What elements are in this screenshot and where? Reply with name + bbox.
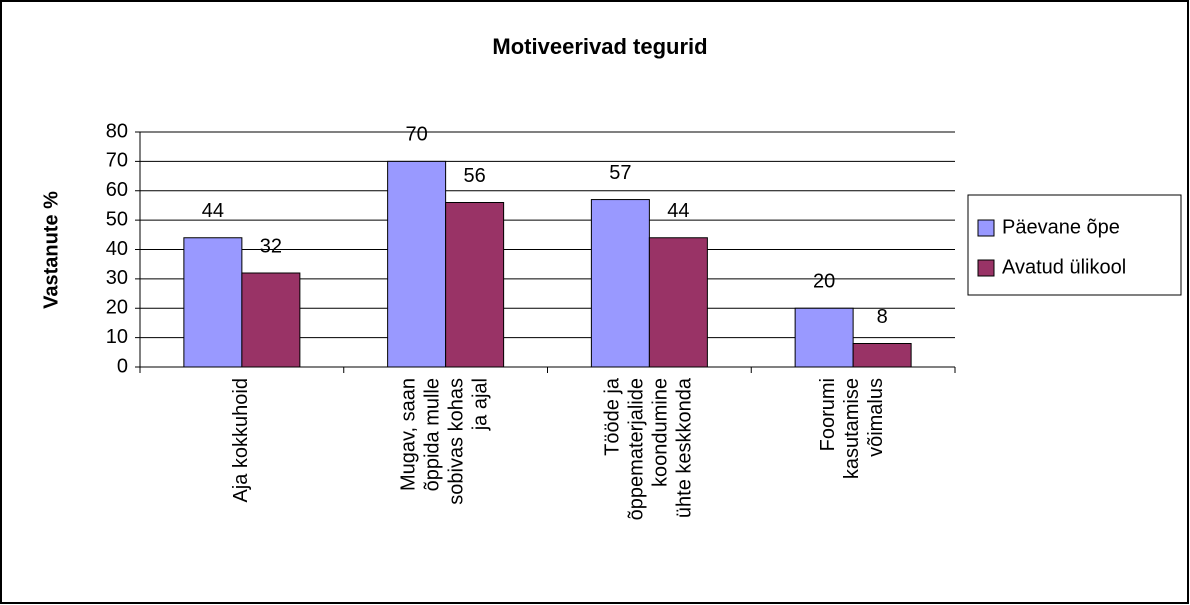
bar bbox=[852, 343, 912, 368]
y-tick-label: 20 bbox=[106, 297, 128, 319]
data-label: 70 bbox=[406, 124, 428, 146]
y-axis-title: Vastanute % bbox=[40, 191, 62, 309]
legend-label: Päevane õpe bbox=[1002, 216, 1120, 238]
data-label: 56 bbox=[464, 165, 486, 187]
x-tick-label: Tööde ja õppematerjalide koondumine ühte ke… bbox=[602, 377, 696, 520]
y-tick-label: 70 bbox=[106, 150, 128, 172]
data-label: 44 bbox=[667, 200, 689, 222]
y-tick-label: 10 bbox=[106, 326, 128, 348]
data-label: 32 bbox=[260, 235, 282, 257]
data-label: 8 bbox=[877, 306, 888, 328]
bar bbox=[648, 237, 708, 368]
chart-title: Motiveerivad tegurid bbox=[492, 34, 707, 59]
y-tick-label: 30 bbox=[106, 267, 128, 289]
legend-swatch bbox=[977, 219, 995, 237]
bar bbox=[590, 199, 650, 368]
y-tick-label: 40 bbox=[106, 238, 128, 260]
data-label: 20 bbox=[813, 271, 835, 293]
data-label: 57 bbox=[609, 162, 631, 184]
bar bbox=[445, 202, 505, 368]
bar bbox=[241, 272, 301, 368]
y-tick-label: 60 bbox=[106, 179, 128, 201]
bar bbox=[387, 160, 447, 368]
legend-swatch bbox=[977, 259, 995, 277]
y-tick-label: 50 bbox=[106, 208, 128, 230]
legend-box bbox=[967, 194, 1182, 296]
bar bbox=[794, 307, 854, 368]
x-tick-label: Mugav, saan õppida mulle sobivas kohas ja a… bbox=[398, 378, 492, 505]
bar bbox=[183, 237, 243, 368]
x-tick-label: Foorumi kasutamise võimalus bbox=[817, 378, 887, 479]
data-label: 44 bbox=[202, 200, 224, 222]
x-tick-label: Aja kokkuhoid bbox=[230, 378, 252, 503]
y-tick-label: 80 bbox=[106, 120, 128, 142]
y-tick-label: 0 bbox=[117, 355, 128, 377]
legend-label: Avatud ülikool bbox=[1002, 256, 1126, 278]
